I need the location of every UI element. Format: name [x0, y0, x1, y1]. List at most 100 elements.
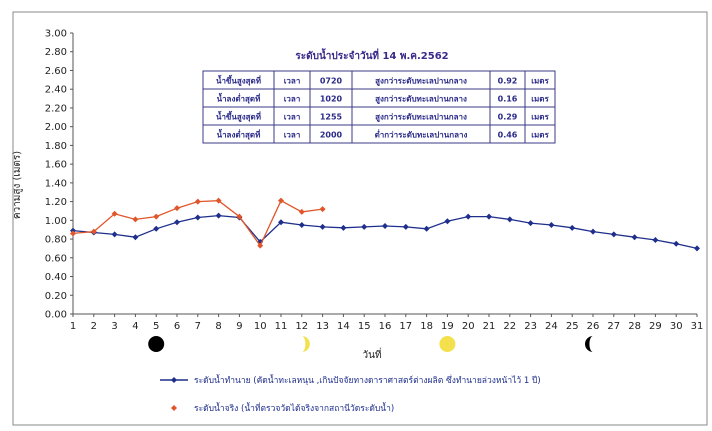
- x-tick-label: 17: [399, 321, 412, 332]
- data-point-predicted: [590, 228, 596, 235]
- table-cell: เวลา: [284, 131, 301, 140]
- x-tick-label: 25: [566, 321, 579, 332]
- y-tick-label: 0.40: [45, 272, 67, 283]
- y-tick-label: 2.40: [45, 85, 67, 96]
- y-tick-label: 1.80: [45, 141, 67, 152]
- data-point-predicted: [465, 213, 472, 220]
- table-cell: เวลา: [284, 113, 301, 122]
- x-tick-label: 8: [215, 321, 221, 332]
- data-point-actual: [298, 208, 305, 215]
- data-point-predicted: [631, 234, 638, 241]
- data-point-predicted: [194, 214, 201, 221]
- legend-marker-actual: [171, 405, 177, 411]
- data-point-predicted: [174, 219, 180, 226]
- x-tick-label: 10: [254, 321, 267, 332]
- data-point-predicted: [361, 223, 368, 230]
- y-tick-label: 2.20: [45, 103, 67, 114]
- y-tick-label: 1.20: [45, 197, 67, 208]
- series-group: [70, 197, 700, 252]
- data-point-actual: [174, 205, 180, 212]
- data-point-predicted: [506, 216, 513, 223]
- legend-item-actual: ระดับน้ำจริง (น้ำที่ตรวจวัดได้จริงจากสถา…: [171, 402, 394, 414]
- chart-frame: [12, 11, 708, 426]
- y-axis-label: ความสูง (เมตร): [12, 151, 23, 219]
- data-point-predicted: [610, 231, 617, 238]
- y-tick-label: 2.00: [45, 122, 67, 133]
- data-point-actual: [278, 197, 284, 204]
- data-point-predicted: [569, 224, 576, 231]
- data-point-actual: [236, 213, 243, 220]
- x-axis-label: วันที่: [362, 347, 381, 361]
- y-tick-label: 1.00: [45, 216, 67, 227]
- data-point-predicted: [402, 223, 409, 230]
- data-point-predicted: [444, 218, 451, 225]
- table-cell: น้ำขึ้นสูงสุดที่: [216, 111, 261, 123]
- y-tick-label: 0.00: [45, 310, 67, 321]
- data-point-predicted: [673, 240, 680, 247]
- x-tick-label: 20: [462, 321, 475, 332]
- x-tick-label: 7: [195, 321, 201, 332]
- x-tick-label: 21: [483, 321, 496, 332]
- legend-label-predicted: ระดับน้ำทำนาย (คัดน้ำทะเลหนุน ,เกินปัจจั…: [194, 374, 541, 386]
- data-point-predicted: [527, 220, 534, 227]
- table-cell: เวลา: [284, 95, 301, 104]
- data-point-actual: [153, 213, 160, 220]
- data-point-actual: [132, 216, 139, 223]
- tide-table: น้ำขึ้นสูงสุดที่ เวลา 0720 สูงกว่าระดับทะเล…: [202, 70, 556, 144]
- table-cell: เวลา: [284, 77, 301, 86]
- data-point-predicted: [694, 245, 700, 252]
- data-point-predicted: [652, 237, 659, 244]
- data-point-predicted: [548, 222, 555, 229]
- data-point-actual: [90, 228, 97, 235]
- y-axis: 0.00 0.20 0.40 0.60 0.80 1.00 1.20 1.40 1.60 1.80…: [45, 29, 74, 321]
- data-point-predicted: [486, 213, 492, 220]
- table-cell: 1020: [320, 95, 343, 104]
- x-tick-label: 4: [132, 321, 138, 332]
- data-point-predicted: [111, 231, 118, 238]
- y-tick-label: 2.60: [45, 66, 67, 77]
- new-moon-icon: [148, 336, 165, 352]
- x-tick-label: 6: [174, 321, 180, 332]
- x-tick-label: 27: [607, 321, 620, 332]
- legend-marker-predicted: [171, 377, 177, 383]
- table-cell: 1255: [320, 113, 343, 122]
- x-tick-label: 30: [670, 321, 683, 332]
- last-quarter-icon: [585, 336, 593, 352]
- y-tick-label: 0.20: [45, 291, 67, 302]
- table-cell: 0.92: [498, 77, 518, 86]
- table-cell: 0.29: [498, 113, 518, 122]
- x-tick-label: 23: [524, 321, 537, 332]
- x-axis: 1 2 3 4 5 6 7 8 9 10 11 12 13 14 15 16 17 18 19 20 21 22 23 24 2…: [70, 313, 703, 332]
- table-cell: 2000: [320, 131, 343, 140]
- data-point-predicted: [132, 234, 139, 241]
- x-tick-label: 18: [420, 321, 433, 332]
- data-point-actual: [111, 210, 118, 217]
- x-tick-label: 3: [111, 321, 117, 332]
- table-cell: 0.46: [498, 131, 518, 140]
- data-point-predicted: [382, 222, 388, 229]
- table-cell: น้ำขึ้นสูงสุดที่: [216, 75, 261, 87]
- x-tick-label: 1: [70, 321, 76, 332]
- data-point-predicted: [278, 219, 284, 226]
- x-tick-label: 15: [358, 321, 371, 332]
- x-tick-label: 9: [236, 321, 242, 332]
- legend: ระดับน้ำทำนาย (คัดน้ำทะเลหนุน ,เกินปัจจั…: [160, 374, 541, 414]
- x-tick-label: 22: [503, 321, 516, 332]
- x-tick-label: 12: [295, 321, 308, 332]
- table-cell: ต่ำกว่าระดับทะเลปานกลาง: [375, 129, 468, 140]
- table-cell: เมตร: [531, 113, 549, 122]
- data-point-predicted: [319, 223, 326, 230]
- data-point-predicted: [215, 212, 222, 219]
- y-tick-label: 1.40: [45, 178, 67, 189]
- table-cell: เมตร: [531, 77, 549, 86]
- x-tick-label: 5: [153, 321, 159, 332]
- y-tick-label: 2.80: [45, 47, 67, 58]
- data-point-predicted: [298, 222, 305, 229]
- first-quarter-icon: [301, 336, 310, 352]
- data-point-actual: [70, 230, 76, 237]
- data-point-predicted: [153, 225, 160, 232]
- full-moon-icon: [439, 336, 456, 352]
- x-tick-label: 28: [628, 321, 641, 332]
